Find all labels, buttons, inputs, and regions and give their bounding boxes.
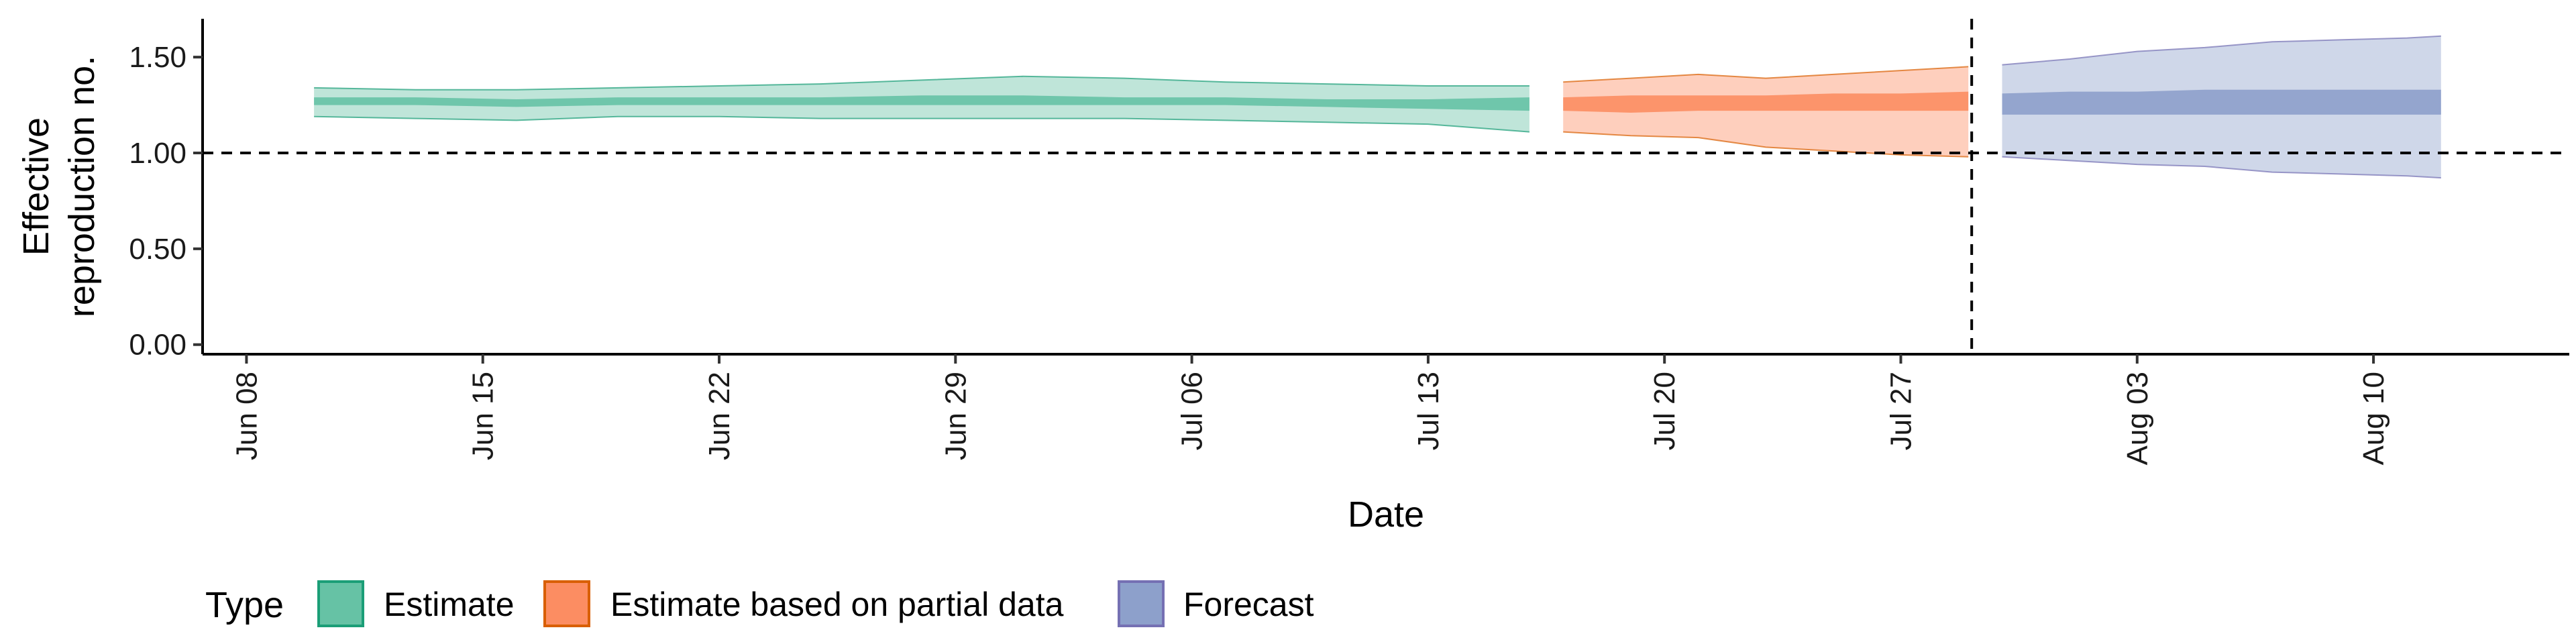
legend-label-forecast: Forecast: [1183, 586, 1314, 623]
x-tick-label: Aug 10: [2357, 372, 2390, 465]
x-tick-label: Jun 08: [230, 372, 263, 460]
y-axis-title-line-1: Effective: [16, 117, 56, 256]
x-tick-label: Jun 22: [703, 372, 736, 460]
legend-label-estimate-based-on-partial-data: Estimate based on partial data: [610, 586, 1064, 623]
ribbon-layer: [314, 36, 2441, 178]
series-forecast: [2002, 36, 2441, 178]
y-axis-ticks: 0.00 0.50 1.00 1.50: [129, 41, 203, 362]
y-tick-label: 1.00: [129, 137, 186, 170]
x-tick-label: Jul 20: [1648, 372, 1681, 450]
x-axis-ticks: Jun 08 Jun 15 Jun 22 Jun 29 Jul 06 Jul 13 Jul …: [230, 354, 2390, 465]
legend-label-estimate: Estimate: [384, 586, 515, 623]
y-tick-label: 1.50: [129, 41, 186, 74]
y-axis-title-line-2: reproduction no.: [62, 56, 102, 317]
legend-swatch-forecast: [1119, 582, 1163, 626]
legend-title: Type: [205, 585, 284, 625]
series-estimate: [314, 76, 1529, 132]
x-tick-label: Jul 13: [1412, 372, 1445, 450]
x-tick-label: Aug 03: [2121, 372, 2154, 465]
x-axis-title: Date: [1348, 494, 1424, 535]
x-tick-label: Jun 15: [467, 372, 500, 460]
legend-swatch-estimate-based-on-partial-data: [545, 582, 589, 626]
x-tick-label: Jun 29: [939, 372, 972, 460]
band-50-forecast: [2002, 90, 2441, 115]
series-estimate-based-on-partial-data: [1563, 66, 1968, 156]
legend-swatch-estimate: [319, 582, 363, 626]
y-tick-label: 0.50: [129, 233, 186, 266]
legend: Type Estimate Estimate based on partial d…: [205, 582, 1314, 626]
x-tick-label: Jul 06: [1176, 372, 1209, 450]
y-tick-label: 0.00: [129, 329, 186, 362]
x-tick-label: Jul 27: [1885, 372, 1918, 450]
